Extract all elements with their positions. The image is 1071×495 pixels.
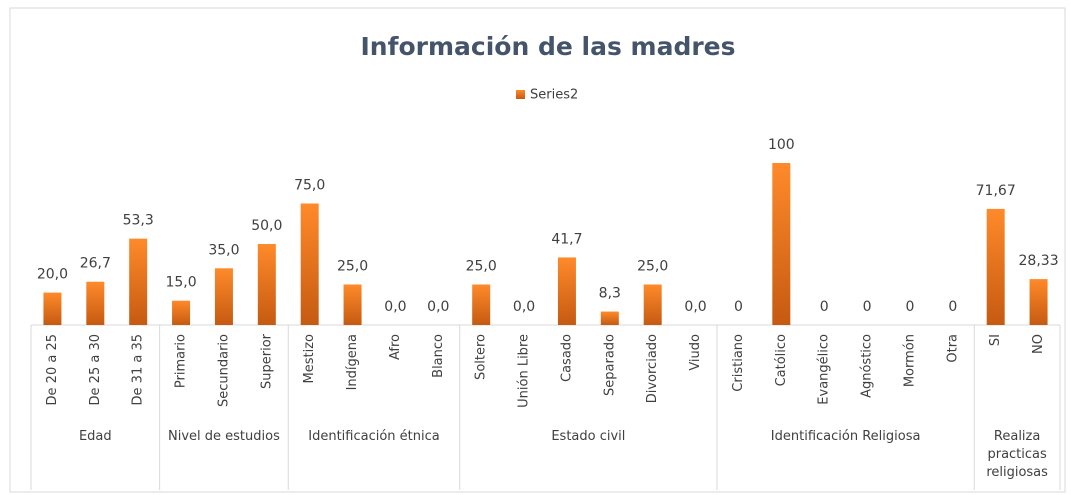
- x-tick-label: NO: [1031, 334, 1046, 354]
- x-tick-label: Mestizo: [302, 334, 317, 384]
- data-label: 0,0: [684, 299, 706, 315]
- x-tick-label: Divorciado: [645, 334, 660, 403]
- bar: [557, 257, 576, 325]
- data-label: 75,0: [294, 178, 325, 194]
- group-label: Realiza practicas religiosas: [986, 429, 1048, 480]
- group-label: Nivel de estudios: [168, 429, 280, 444]
- group-label-box: Edad: [78, 429, 112, 444]
- data-label: 35,0: [208, 242, 239, 258]
- data-label: 100: [768, 137, 795, 153]
- x-tick-label: Separado: [602, 334, 617, 396]
- x-tick-label: Otra: [945, 334, 960, 363]
- x-tick-label: Soltero: [474, 334, 489, 380]
- x-tick-label: Afro: [388, 334, 403, 360]
- group-label-box: Realiza practicas religiosas: [986, 429, 1048, 480]
- data-label: 0: [820, 299, 829, 315]
- data-label: 41,7: [551, 231, 582, 247]
- chart-title: Información de las madres: [360, 32, 735, 61]
- bar: [472, 284, 491, 325]
- x-tick-label: Primario: [174, 334, 189, 388]
- bar: [600, 311, 619, 325]
- data-label: 50,0: [251, 218, 282, 234]
- data-label: 0,0: [513, 299, 535, 315]
- x-tick-label: Cristiano: [731, 334, 746, 392]
- x-tick-label: Mormón: [902, 334, 917, 387]
- x-tick-label: Agnóstico: [860, 334, 875, 398]
- bar: [172, 300, 191, 325]
- bar: [214, 268, 233, 325]
- group-label: Identificación Religiosa: [770, 429, 921, 444]
- group-label: Identificación étnica: [308, 429, 440, 444]
- bar: [43, 292, 62, 325]
- data-label: 71,67: [976, 183, 1016, 199]
- x-tick-label: Evangélico: [817, 334, 832, 405]
- data-label: 0: [734, 299, 743, 315]
- data-label: 15,0: [165, 275, 196, 291]
- x-tick-label: Indígena: [345, 334, 360, 390]
- x-tick-label: SI: [988, 334, 1003, 346]
- bar: [257, 244, 276, 325]
- x-tick-label: Blanco: [431, 334, 446, 378]
- data-label: 53,3: [123, 213, 154, 229]
- x-tick-label: Superior: [259, 333, 274, 389]
- bar: [986, 208, 1005, 325]
- bar: [772, 163, 791, 325]
- data-label: 0: [863, 299, 872, 315]
- bar: [129, 238, 148, 325]
- data-label: 0,0: [427, 299, 449, 315]
- group-label-box: Identificación Religiosa: [770, 429, 921, 444]
- bar: [1029, 279, 1048, 325]
- legend-swatch: [516, 90, 525, 99]
- x-tick-label: Secundario: [216, 334, 231, 407]
- data-label: 26,7: [80, 256, 111, 272]
- group-label: Edad: [78, 429, 112, 444]
- x-tick-label: De 20 a 25: [45, 334, 60, 405]
- x-tick-label: De 25 a 30: [88, 334, 103, 405]
- data-label: 28,33: [1019, 253, 1059, 269]
- x-tick-label: Viudo: [688, 334, 703, 371]
- group-label: Estado civil: [551, 429, 626, 444]
- data-label: 25,0: [337, 259, 368, 275]
- data-label: 25,0: [637, 259, 668, 275]
- bar: [643, 284, 662, 325]
- data-label: 0: [948, 299, 957, 315]
- bar: [343, 284, 362, 325]
- data-label: 0,0: [384, 299, 406, 315]
- legend-label: Series2: [530, 88, 578, 103]
- x-tick-label: Católico: [774, 334, 789, 386]
- data-label: 8,3: [599, 286, 621, 302]
- group-label-box: Nivel de estudios: [168, 429, 280, 444]
- data-label: 0: [905, 299, 914, 315]
- group-label-box: Estado civil: [551, 429, 626, 444]
- data-label: 20,0: [37, 267, 68, 283]
- chart-frame: [9, 7, 1066, 493]
- group-label-box: Identificación étnica: [308, 429, 440, 444]
- x-tick-label: Unión Libre: [517, 334, 532, 408]
- data-label: 25,0: [466, 259, 497, 275]
- bar: [300, 203, 319, 325]
- x-tick-label: De 31 a 35: [131, 334, 146, 405]
- x-tick-label: Casado: [559, 334, 574, 382]
- bar: [86, 281, 105, 325]
